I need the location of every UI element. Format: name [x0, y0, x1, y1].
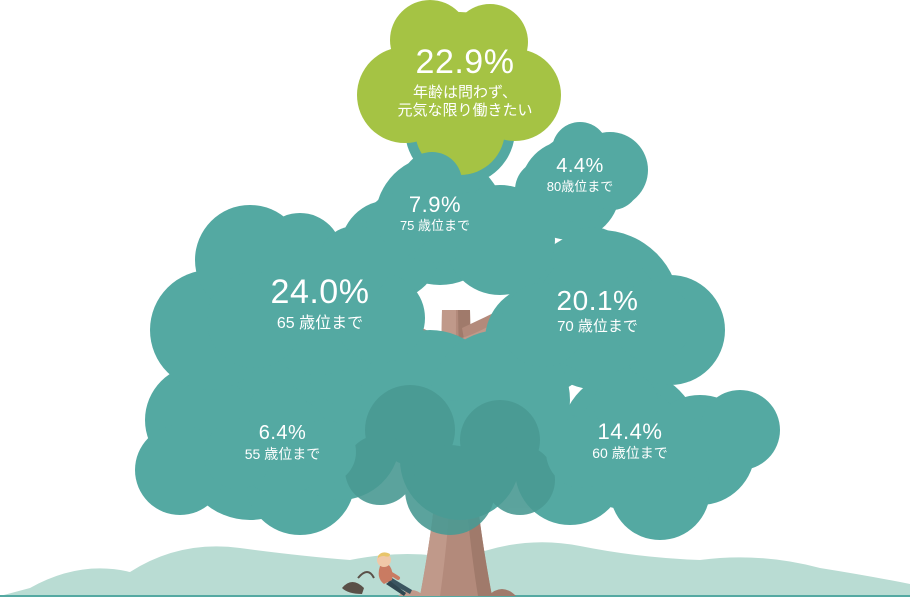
- cloud-age70: 20.1% 70 歳位まで: [510, 250, 685, 370]
- cloud-age60: 14.4% 60 歳位まで: [555, 390, 705, 490]
- cloud-top-label-2: 元気な限り働きたい: [397, 102, 532, 121]
- cloud-age55: 6.4% 55 歳位まで: [215, 395, 350, 490]
- cloud-age60-label: 60 歳位まで: [592, 445, 667, 463]
- cloud-age65-label: 65 歳位まで: [277, 314, 363, 334]
- cloud-top-label-1: 年齢は問わず、: [413, 84, 517, 103]
- cloud-age60-percent: 14.4%: [598, 418, 663, 446]
- cloud-age75-percent: 7.9%: [409, 191, 461, 219]
- cloud-age80-label: 80歳位まで: [547, 179, 613, 195]
- cloud-age65: 24.0% 65 歳位まで: [225, 235, 415, 370]
- cloud-age70-label: 70 歳位まで: [557, 318, 638, 337]
- cloud-age55-label: 55 歳位まで: [245, 446, 320, 464]
- infographic-stage: 22.9% 年齢は問わず、 元気な限り働きたい 4.4% 80歳位まで 7.9%…: [0, 0, 910, 606]
- cloud-age80-percent: 4.4%: [556, 154, 604, 179]
- cloud-top-percent: 22.9%: [416, 41, 515, 84]
- cloud-age65-percent: 24.0%: [271, 271, 370, 314]
- cloud-age80: 4.4% 80歳位まで: [520, 130, 640, 220]
- cloud-age75-label: 75 歳位まで: [400, 218, 470, 234]
- cloud-age55-percent: 6.4%: [259, 421, 307, 446]
- cloud-age70-percent: 20.1%: [557, 283, 639, 318]
